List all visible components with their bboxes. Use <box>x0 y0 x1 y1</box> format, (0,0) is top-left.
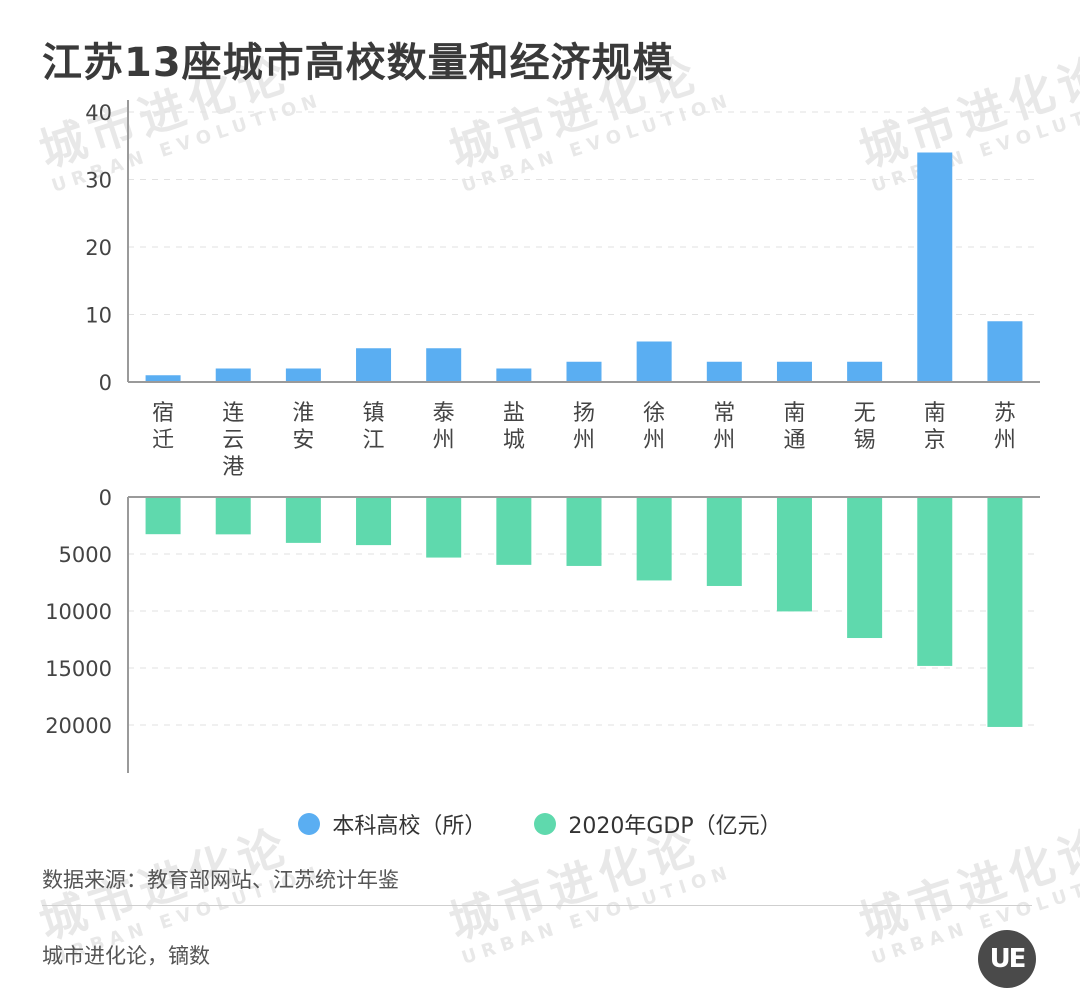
bar-gdp-连云港 <box>215 497 251 535</box>
y-tick-label: 20000 <box>45 714 112 738</box>
bar-universities-常州 <box>706 361 742 382</box>
urban-evolution-logo: UE <box>978 930 1036 988</box>
legend-item-gdp: 2020年GDP（亿元） <box>534 808 782 840</box>
legend-swatch-gdp <box>534 813 557 835</box>
x-tick-label: 无锡 <box>854 401 876 453</box>
bar-universities-扬州 <box>566 361 602 382</box>
divider <box>42 905 1032 906</box>
y-tick-label: 15000 <box>45 657 112 681</box>
x-tick-label: 扬州 <box>573 401 595 453</box>
x-tick-label: 泰州 <box>433 401 455 453</box>
legend: 本科高校（所） 2020年GDP（亿元） <box>0 808 1080 840</box>
bar-universities-南通 <box>776 361 812 382</box>
bar-universities-泰州 <box>426 348 462 382</box>
bar-universities-南京 <box>917 152 953 382</box>
bar-universities-盐城 <box>496 368 532 382</box>
bar-gdp-南通 <box>776 497 812 612</box>
bar-gdp-镇江 <box>356 497 392 546</box>
y-tick-label: 40 <box>85 101 112 125</box>
bar-gdp-泰州 <box>426 497 462 558</box>
y-tick-label: 20 <box>85 236 112 260</box>
bar-gdp-南京 <box>917 497 953 666</box>
x-tick-label: 苏州 <box>994 401 1016 453</box>
x-tick-label: 连云港 <box>222 401 244 480</box>
chart-title: 江苏13座城市高校数量和经济规模 <box>42 40 674 86</box>
bar-universities-镇江 <box>356 348 392 382</box>
logo-text: UE <box>989 944 1027 974</box>
bar-universities-连云港 <box>215 368 251 382</box>
bar-gdp-宿迁 <box>145 497 181 535</box>
x-tick-label: 南通 <box>783 401 805 453</box>
bar-gdp-扬州 <box>566 497 602 566</box>
bar-gdp-无锡 <box>847 497 883 639</box>
legend-item-universities: 本科高校（所） <box>298 808 486 840</box>
y-tick-label: 5000 <box>59 543 112 567</box>
bar-universities-淮安 <box>285 368 321 382</box>
bar-universities-无锡 <box>847 361 883 382</box>
bar-universities-宿迁 <box>145 375 181 382</box>
x-tick-label: 南京 <box>924 401 946 453</box>
x-tick-label: 淮安 <box>292 401 314 453</box>
y-tick-label: 10000 <box>45 600 112 624</box>
x-tick-label: 徐州 <box>643 401 665 453</box>
bar-gdp-淮安 <box>285 497 321 543</box>
x-tick-label: 盐城 <box>503 401 525 453</box>
bar-universities-徐州 <box>636 341 672 382</box>
bar-gdp-徐州 <box>636 497 672 581</box>
y-tick-label: 0 <box>99 486 112 510</box>
y-tick-label: 30 <box>85 169 112 193</box>
x-tick-label: 常州 <box>713 401 735 453</box>
legend-swatch-universities <box>298 813 321 835</box>
x-tick-label: 宿迁 <box>152 401 174 453</box>
watermark-subtext: URBAN EVOLUTION <box>459 861 736 969</box>
bar-gdp-苏州 <box>987 497 1023 727</box>
y-tick-label: 0 <box>99 371 112 395</box>
y-tick-label: 10 <box>85 304 112 328</box>
credit-note: 城市进化论，镝数 <box>42 944 210 968</box>
legend-label-gdp: 2020年GDP（亿元） <box>568 814 782 839</box>
bar-gdp-常州 <box>706 497 742 586</box>
source-note: 数据来源：教育部网站、江苏统计年鉴 <box>42 868 399 892</box>
bar-universities-苏州 <box>987 321 1023 382</box>
bar-gdp-盐城 <box>496 497 532 565</box>
watermark-subtext: URBAN EVOLUTION <box>869 861 1080 969</box>
legend-label-universities: 本科高校（所） <box>332 814 487 839</box>
x-tick-label: 镇江 <box>363 401 385 453</box>
